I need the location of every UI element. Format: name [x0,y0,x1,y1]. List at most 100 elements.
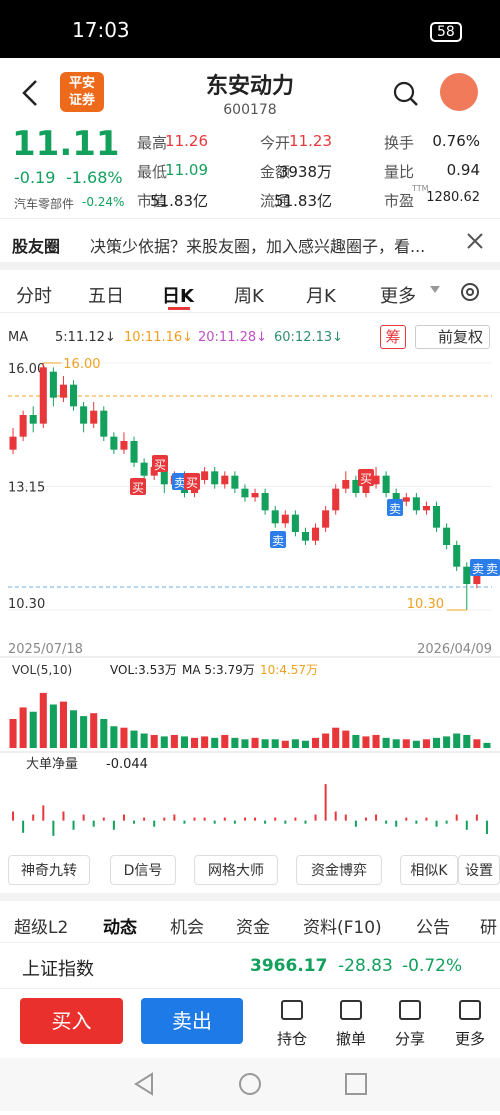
action-icon[interactable] [399,1000,421,1020]
period-tab[interactable]: 日K [162,286,194,307]
net-bar [52,820,55,836]
volume-bar [261,739,269,748]
volume-bar [241,739,249,748]
candle-body [362,484,370,493]
net-bar [193,817,196,821]
volume-bar [231,737,239,748]
net-reading: -0.044 [106,757,148,772]
candle-body [59,384,67,398]
stock-name: 东安动力 [205,74,294,99]
net-bar [334,811,337,821]
action-label[interactable]: 持仓 [276,1030,307,1048]
stat-label: 今开 [260,134,291,152]
net-bar [364,817,367,821]
sell-button[interactable]: 卖出 [141,998,243,1044]
section-tab[interactable]: 资金 [236,918,270,938]
signal-label: 买 [154,458,166,472]
adjust-button[interactable]: 前复权 [415,325,491,349]
action-icon[interactable] [340,1000,362,1020]
vol-reading: VOL:3.53万 [110,663,177,677]
low-label: 10.30 [407,597,444,612]
tool-button[interactable]: 资金博弈 [296,855,382,885]
section-tab[interactable]: 机会 [170,918,204,938]
signal-label: 买 [186,476,198,490]
volume-bar [443,736,451,748]
period-tab[interactable]: 更多 [380,286,416,307]
volume-bar [332,727,340,748]
nav-bar [0,1058,500,1111]
candle-body [443,527,451,545]
section-tab[interactable]: 研 [480,918,497,938]
notice-text[interactable]: 决策少依据？来股友圈，加入感兴趣圈子，看... [90,237,426,256]
signal-label: 买 [360,472,372,486]
net-bar [183,820,186,824]
net-title: 大单净量 [26,757,78,772]
net-bar [314,814,317,821]
net-bar [284,820,287,824]
section-tab[interactable]: 动态 [103,918,137,938]
index-value: 3966.17 [250,956,328,976]
candle-body [110,436,118,450]
divider [0,218,500,219]
candle-body [402,497,410,502]
stat-label: 量比 [384,163,415,181]
action-label[interactable]: 撤单 [335,1030,366,1048]
period-tab[interactable]: 五日 [88,286,124,307]
tool-button[interactable]: D信号 [110,855,176,885]
section-tab[interactable]: 超级L2 [14,918,69,938]
signal-badge [484,559,500,576]
tool-button[interactable]: 设置 [458,855,500,885]
period-tab[interactable]: 周K [234,286,264,307]
net-bar [233,820,236,824]
volume-bar [201,736,209,748]
action-icon[interactable] [459,1000,481,1020]
section-tab[interactable]: 公告 [416,918,450,938]
avatar[interactable] [440,73,478,111]
action-icon[interactable] [281,1000,303,1020]
ma-value: 60:12.13↓ [274,330,344,345]
period-tab[interactable]: 分时 [16,286,52,307]
vol-reading: 10:4.57万 [260,663,318,677]
net-bar [344,814,347,821]
volume-bar [453,733,461,748]
chip-button[interactable]: 筹 [380,325,406,349]
action-label[interactable]: 分享 [394,1030,425,1048]
back-button[interactable] [18,78,42,108]
volume-bar [170,734,178,748]
net-bar [385,820,388,824]
section-tab[interactable]: 资料(F10) [303,918,382,938]
candle-body [251,493,259,498]
settings-button[interactable] [458,280,482,304]
net-bar [415,820,418,824]
sector: 汽车零部件 [14,197,75,211]
buy-button[interactable]: 买入 [20,998,123,1044]
index-change: -28.83 [338,956,393,976]
signal-badge [130,478,146,495]
net-bar [72,820,75,830]
candle-body [412,497,420,511]
candle-body [271,510,279,524]
tool-button[interactable]: 神奇九转 [8,855,90,885]
volume-bar [402,739,410,748]
volume-bar [221,734,229,748]
candle-body [140,462,148,476]
high-label: 16.00 [63,357,100,372]
net-bar [294,817,297,821]
tool-button[interactable]: 网格大师 [194,855,278,885]
index-name: 上证指数 [22,959,94,980]
period-tab[interactable]: 月K [306,286,336,307]
tool-button[interactable]: 相似K [400,855,458,885]
stat-label: 金额 [260,163,291,181]
stat-label: 市值 [137,192,168,210]
net-bar [213,820,216,824]
stat-value: 51.83亿 [274,192,332,210]
net-bar [475,814,478,821]
signal-badge [470,559,486,576]
volume-bar [433,737,441,748]
action-label[interactable]: 更多 [454,1030,485,1048]
candle-body [90,410,98,424]
close-button[interactable] [466,232,484,250]
search-button[interactable] [392,80,420,108]
ma-label: MA [8,330,29,345]
volume-bar [90,713,98,748]
